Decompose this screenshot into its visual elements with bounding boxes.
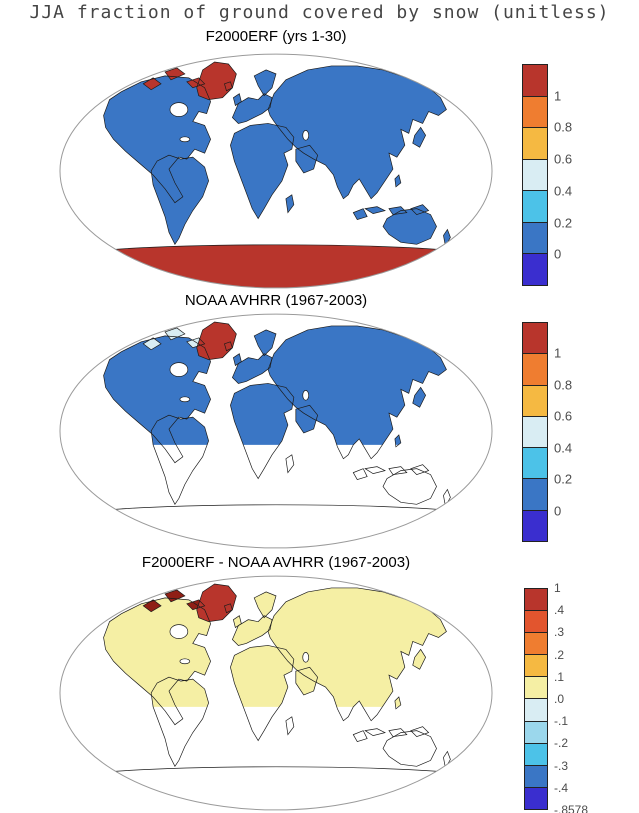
map-difference (59, 575, 493, 812)
colorbar-tick-label: 0.4 (554, 183, 573, 199)
colorbar-cell (523, 158, 547, 191)
caspian-sea (302, 652, 310, 663)
colorbar-cell (525, 654, 547, 677)
colorbar-cell (523, 509, 547, 541)
colorbar-cell (525, 610, 547, 633)
colorbar-cell (523, 323, 547, 354)
colorbar-noaa-avhrr: 1 0.8 0.6 0.4 0.2 0 (522, 322, 572, 542)
hudson-bay (169, 624, 189, 639)
colorbar-cell (523, 353, 547, 385)
map-f2000erf (59, 53, 493, 290)
great-lakes (179, 136, 191, 143)
colorbar-tick-label: 0.2 (554, 471, 573, 487)
colorbar-cells (524, 588, 548, 810)
no-data-region (59, 444, 493, 548)
colorbar-cell (523, 253, 547, 286)
map-frame (59, 575, 493, 811)
colorbar-tick-label: 0.4 (554, 440, 573, 456)
colorbar-cell (523, 415, 547, 448)
colorbar-tick-label: -.1 (554, 714, 569, 729)
colorbar-tick-label: .0 (554, 692, 565, 706)
coastlines (80, 62, 472, 290)
panel-title-f2000erf: F2000ERF (yrs 1-30) (205, 28, 347, 45)
colorbar-f2000erf: 1 0.8 0.6 0.4 0.2 0 (522, 64, 572, 286)
map-frame (59, 53, 493, 289)
colorbar-cell (523, 478, 547, 510)
map-frame (59, 313, 493, 549)
caspian-sea (302, 130, 310, 141)
colorbar-cell (525, 632, 547, 655)
colorbar-tick-label: 0.8 (554, 119, 573, 135)
colorbar-cell (523, 95, 547, 128)
hudson-bay (169, 362, 189, 377)
colorbar-tick-label: 1 (554, 345, 562, 361)
colorbar-cell (525, 764, 547, 787)
colorbar-cells (522, 64, 548, 286)
colorbar-cell (523, 221, 547, 254)
colorbar-tick-label: 1 (554, 581, 561, 595)
colorbar-tick-label: .4 (554, 603, 565, 618)
colorbar-cell (525, 589, 547, 611)
hudson-bay (169, 102, 189, 117)
colorbar-cell (525, 676, 547, 699)
figure-title: JJA fraction of ground covered by snow (… (29, 2, 610, 23)
coastlines (80, 322, 472, 550)
colorbar-tick-label: 0.6 (554, 151, 573, 167)
patch-svalbard-cyan (261, 63, 272, 69)
colorbar-cell (523, 447, 547, 479)
map-noaa-avhrr (59, 313, 493, 550)
continents (103, 65, 451, 247)
colorbar-tick-label: 0 (554, 503, 562, 519)
colorbar-tick-label: .2 (554, 647, 565, 662)
colorbar-tick-label: 0.8 (554, 377, 573, 393)
panel-title-difference: F2000ERF - NOAA AVHRR (1967-2003) (141, 554, 411, 571)
great-lakes (179, 658, 191, 665)
colorbar-tick-label: -.8578 (554, 803, 589, 813)
colorbar-difference: 1 .4 .3 .2 .1 .0 -.1 -.2 -.3 -.4 -.8578 (524, 581, 588, 813)
land-fills (79, 62, 473, 288)
colorbar-cell (523, 65, 547, 96)
colorbar-tick-label: 0 (554, 246, 562, 262)
colorbar-tick-label: -.4 (554, 780, 569, 795)
panel-title-noaa-avhrr: NOAA AVHRR (1967-2003) (184, 292, 368, 309)
no-data-region (59, 706, 493, 810)
caspian-sea (302, 390, 310, 401)
colorbar-tick-label: 0.2 (554, 215, 573, 231)
colorbar-cells (522, 322, 548, 542)
greenland (196, 62, 237, 100)
colorbar-cell (523, 190, 547, 222)
coastlines (80, 584, 472, 812)
colorbar-cell (525, 698, 547, 721)
greenland (196, 584, 237, 622)
colorbar-cell (523, 127, 547, 159)
great-lakes (179, 396, 191, 403)
colorbar-tick-label: -.3 (554, 758, 569, 773)
greenland (196, 322, 237, 360)
colorbar-tick-label: 0.6 (554, 408, 573, 424)
colorbar-tick-label: .1 (554, 669, 565, 684)
colorbar-cell (523, 384, 547, 416)
colorbar-tick-label: 1 (554, 88, 562, 104)
colorbar-cell (525, 742, 547, 765)
colorbar-cell (525, 720, 547, 743)
colorbar-tick-label: .3 (554, 625, 565, 640)
colorbar-tick-label: -.2 (554, 736, 569, 751)
colorbar-cell (525, 786, 547, 809)
antarctica (79, 244, 473, 288)
